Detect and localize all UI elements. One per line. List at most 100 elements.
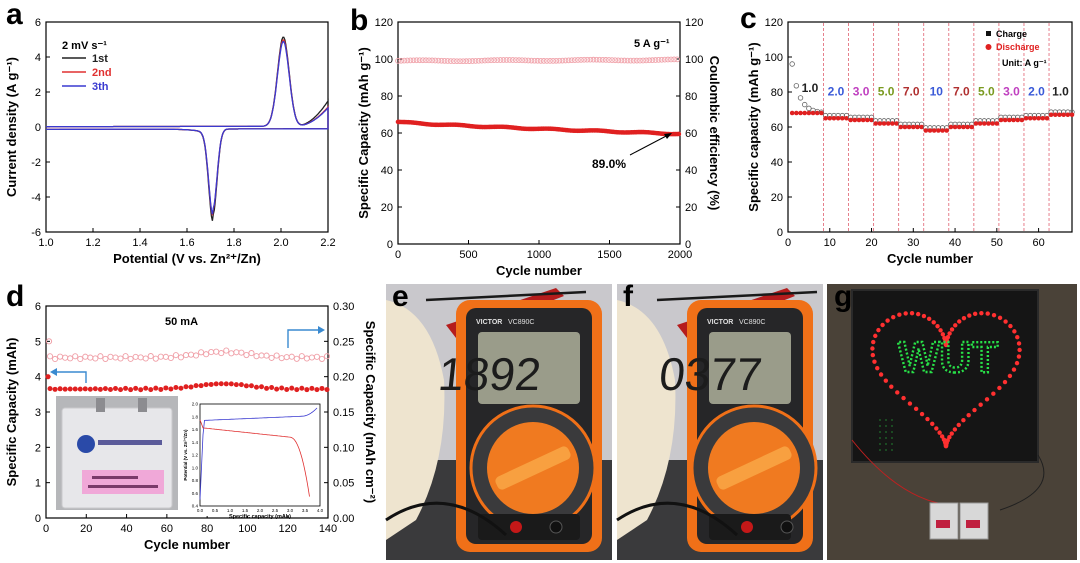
- efficiency-point: [640, 57, 646, 64]
- inset-x-tick-label: 0.0: [197, 508, 204, 513]
- x-tick-label: 1.0: [38, 237, 53, 249]
- efficiency-point: [652, 57, 659, 63]
- y-tick-label: 4: [35, 52, 41, 64]
- discharge-point: [860, 117, 866, 123]
- red-led: [956, 422, 961, 428]
- lcd-reading: 0377: [657, 348, 765, 400]
- discharge-point: [823, 115, 828, 121]
- red-led: [939, 434, 945, 439]
- red-led: [953, 323, 958, 328]
- areal-capacity-point: [323, 353, 331, 360]
- red-led: [940, 332, 946, 337]
- rate-label: 10: [930, 85, 944, 99]
- green-led-dim: [885, 443, 887, 445]
- efficiency-point: [596, 56, 603, 63]
- efficiency-point: [661, 56, 668, 63]
- discharge-point: [902, 124, 908, 130]
- efficiency-point: [447, 58, 454, 64]
- green-led-dim: [891, 437, 893, 439]
- discharge-point: [906, 124, 912, 130]
- red-led: [926, 316, 932, 322]
- red-led: [943, 342, 949, 347]
- current-density-annotation: 5 A g⁻¹: [634, 38, 670, 50]
- areal-capacity-point: [152, 355, 159, 362]
- discharge-point: [802, 110, 808, 116]
- discharge-point: [919, 124, 924, 130]
- discharge-point: [923, 128, 929, 133]
- x-tick-label: 50: [991, 237, 1003, 249]
- areal-capacity-point: [177, 354, 185, 361]
- green-led-dim: [885, 431, 887, 433]
- efficiency-point: [509, 57, 516, 63]
- areal-capacity-point: [107, 353, 114, 360]
- efficiency-point: [556, 57, 563, 64]
- red-led: [907, 401, 913, 406]
- red-led: [997, 385, 1002, 391]
- charge-point: [806, 105, 812, 112]
- capacity-point: [52, 386, 58, 392]
- discharge-point: [965, 124, 970, 130]
- red-led: [913, 406, 919, 412]
- red-led: [1007, 373, 1013, 379]
- x-tick-label: 20: [80, 523, 92, 535]
- capacity-point: [304, 387, 310, 393]
- efficiency-point: [562, 57, 569, 64]
- efficiency-point: [637, 57, 643, 64]
- green-led-dim: [885, 425, 887, 427]
- pouch-cell-photo: [56, 396, 178, 510]
- sticker-text-line: [88, 485, 158, 488]
- areal-capacity-point: [248, 350, 255, 357]
- x-axis-label: Potential (V vs. Zn²⁺/Zn): [113, 251, 261, 266]
- efficiency-point: [547, 58, 553, 64]
- capacity-point: [123, 385, 129, 391]
- areal-capacity-point: [172, 352, 179, 359]
- efficiency-point: [457, 58, 463, 65]
- discharge-point: [981, 121, 987, 126]
- discharge-point: [910, 124, 916, 130]
- x-tick-label: 0: [785, 237, 791, 249]
- capacity-point: [183, 384, 189, 390]
- green-led-dim: [891, 449, 893, 451]
- rate-label: 5.0: [878, 85, 895, 99]
- efficiency-point: [544, 58, 550, 64]
- x-tick-label: 140: [319, 523, 337, 535]
- discharge-point: [806, 110, 812, 116]
- capacity-point: [309, 385, 315, 391]
- efficiency-point: [646, 57, 653, 64]
- efficiency-point: [506, 57, 513, 63]
- discharge-point: [835, 115, 841, 121]
- efficiency-point: [627, 57, 634, 64]
- cv-series-line: [45, 41, 329, 215]
- red-led: [941, 437, 947, 442]
- y-tick-label: 120: [375, 17, 393, 29]
- capacity-point: [248, 383, 254, 389]
- capacity-point: [233, 382, 239, 388]
- discharge-point: [1040, 115, 1046, 121]
- inset-y-tick-label: 1.6: [192, 427, 199, 432]
- sticker-text-line: [92, 476, 138, 479]
- efficiency-point: [593, 56, 600, 63]
- capacity-point: [264, 385, 270, 391]
- y2-tick-label: 0.25: [333, 336, 354, 348]
- x-tick-label: 1.8: [226, 237, 241, 249]
- discharge-point: [944, 128, 950, 133]
- input-jack: [510, 521, 522, 533]
- efficiency-point: [482, 57, 488, 64]
- red-led: [961, 417, 966, 423]
- areal-capacity-point: [82, 353, 89, 360]
- y2-tick-label: 100: [685, 54, 703, 66]
- red-led: [947, 331, 952, 336]
- panel-e-multimeter-photo: VICTOR VC890C 1892: [385, 284, 612, 560]
- green-led-dim: [891, 419, 893, 421]
- input-jack: [741, 521, 753, 533]
- y-tick-label: 2: [35, 87, 41, 99]
- test-lead-cable: [385, 501, 508, 537]
- efficiency-point: [401, 57, 408, 64]
- discharge-point: [956, 124, 962, 130]
- efficiency-point: [602, 57, 609, 63]
- y2-tick-label: 0: [685, 239, 691, 251]
- efficiency-point: [404, 57, 411, 64]
- red-led: [945, 335, 951, 340]
- red-led: [1002, 379, 1008, 385]
- x-tick-label: 100: [238, 523, 256, 535]
